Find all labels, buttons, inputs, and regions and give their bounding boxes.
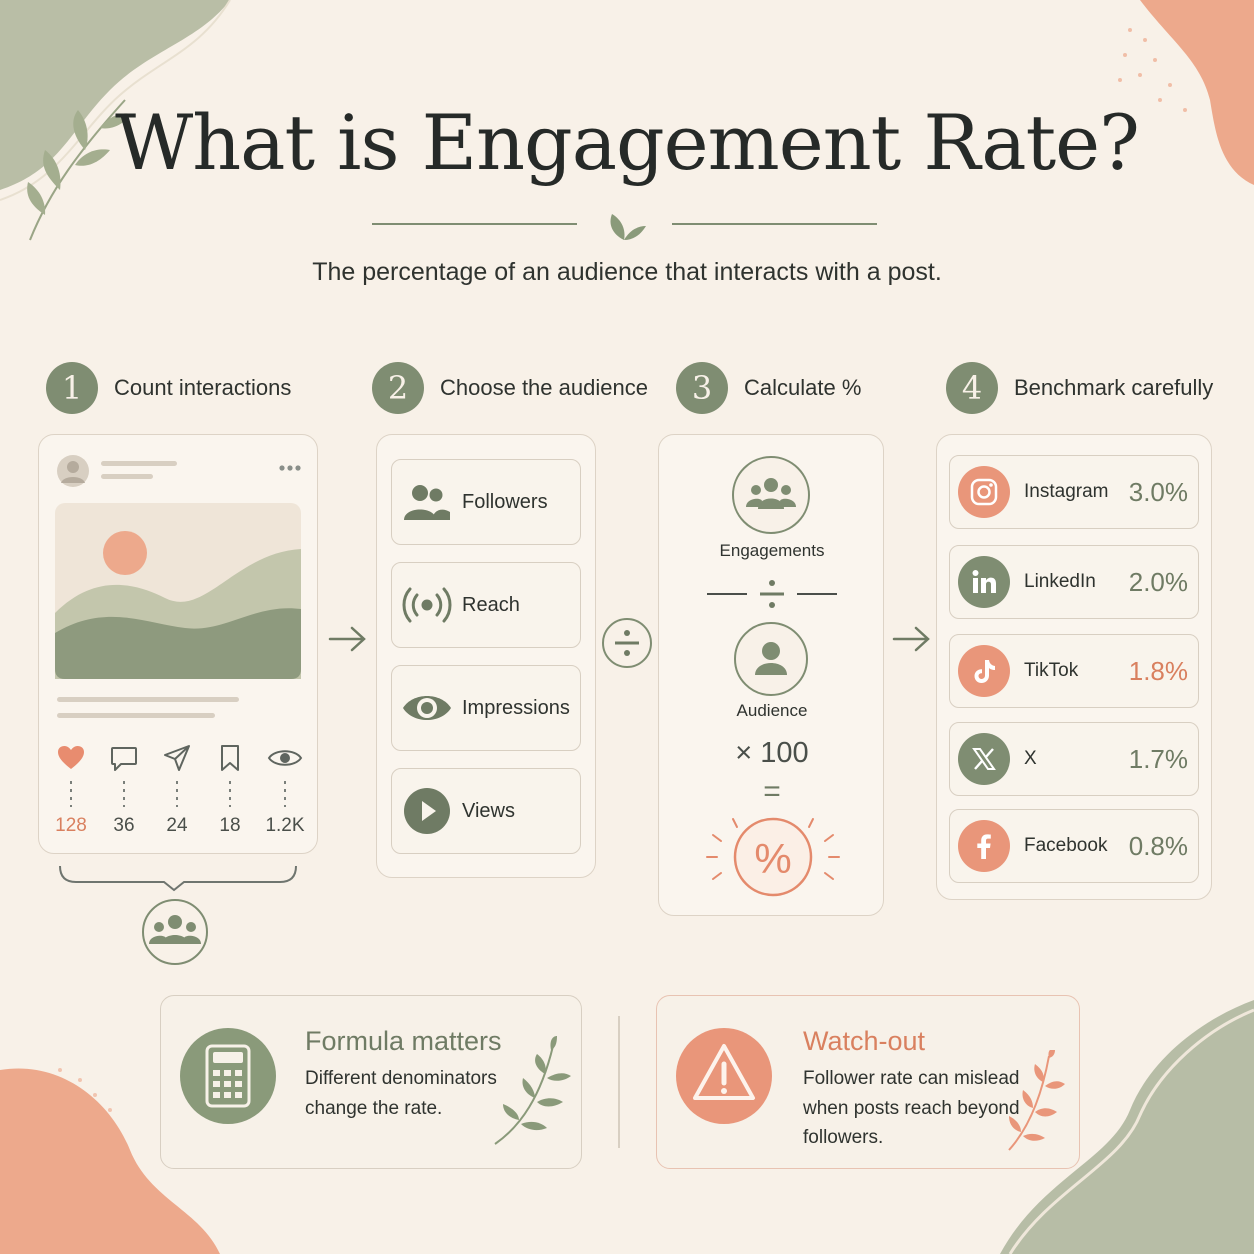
benchmark-platform: LinkedIn	[1024, 571, 1096, 592]
audience-option-label: Views	[462, 799, 515, 822]
post-caption-line	[57, 713, 215, 718]
leaf-sprig-icon	[494, 1036, 571, 1145]
title-divider	[372, 214, 877, 240]
multiplier-label: × 100	[735, 737, 809, 769]
facebook-icon	[958, 820, 1010, 872]
step-3-title: Calculate %	[744, 375, 862, 400]
note-text-line: Different denominators	[305, 1068, 497, 1089]
heart-icon[interactable]	[56, 743, 86, 773]
benchmark-row-tiktok[interactable]: TikTok 1.8%	[949, 634, 1199, 708]
interactions-bracket	[59, 865, 297, 965]
stat-saves-count: 18	[219, 815, 241, 836]
result-burst	[706, 817, 840, 897]
equals-sign: =	[763, 775, 781, 808]
audience-option-impressions[interactable]: Impressions	[391, 665, 581, 751]
comment-icon[interactable]	[109, 743, 139, 773]
benchmark-value: 3.0%	[1128, 476, 1188, 507]
audience-option-label: Reach	[462, 593, 520, 616]
benchmark-platform: Instagram	[1024, 481, 1109, 502]
page-subtitle: The percentage of an audience that inter…	[312, 258, 942, 286]
benchmark-platform: TikTok	[1024, 660, 1079, 681]
stat-views-count: 1.2K	[265, 815, 305, 836]
decor-blob-top-right	[1118, 0, 1254, 185]
note-text-line: change the rate.	[305, 1098, 443, 1119]
post-image	[55, 503, 301, 679]
benchmark-platform: X	[1024, 748, 1037, 769]
benchmark-row-linkedin[interactable]: LinkedIn 2.0%	[949, 545, 1199, 619]
result-percent: %	[754, 835, 792, 882]
audience-option-label: Impressions	[462, 696, 570, 719]
step-1-number: 1	[46, 362, 98, 414]
eye-icon[interactable]	[267, 743, 303, 773]
benchmark-value: 1.7%	[1128, 743, 1188, 774]
benchmark-value: 1.8%	[1128, 655, 1188, 686]
audience-icon	[734, 622, 808, 696]
step-2-title: Choose the audience	[440, 375, 648, 400]
stat-comments-count: 36	[113, 815, 135, 836]
calculator-icon	[180, 1028, 276, 1124]
instagram-icon	[958, 466, 1010, 518]
warning-icon	[676, 1028, 772, 1124]
note-text-line: Follower rate can mislead	[803, 1068, 1020, 1089]
notes-divider	[618, 1016, 620, 1148]
engagements-icon	[732, 456, 810, 534]
tiktok-icon	[958, 645, 1010, 697]
note-watch-out: Watch-out Follower rate can mislead when…	[656, 995, 1080, 1169]
share-icon[interactable]	[162, 743, 192, 773]
leaf-sprig-icon	[1008, 1050, 1065, 1151]
stat-shares-count: 24	[166, 815, 188, 836]
step-4-title: Benchmark carefully	[1014, 375, 1214, 400]
post-header	[57, 455, 301, 487]
x-icon	[958, 733, 1010, 785]
audience-option-followers[interactable]: Followers	[391, 459, 581, 545]
audience-card: Followers Reach Impressions	[376, 434, 596, 878]
arrow-right-icon	[328, 626, 366, 652]
benchmark-card: Instagram 3.0% LinkedIn 2.0% TikTok 1.8%	[936, 434, 1212, 900]
step-2-number: 2	[372, 362, 424, 414]
page-title: What is Engagement Rate?	[115, 98, 1140, 187]
play-icon	[404, 788, 450, 834]
step-3-number: 3	[676, 362, 728, 414]
step-1-title: Count interactions	[114, 375, 292, 400]
bookmark-icon[interactable]	[215, 743, 245, 773]
divide-circle-icon	[602, 618, 652, 668]
benchmark-row-facebook[interactable]: Facebook 0.8%	[949, 809, 1199, 883]
step-2-header: 2 Choose the audience	[372, 362, 648, 414]
decor-blob-bottom-right	[1000, 1000, 1254, 1254]
fraction-divider	[707, 580, 837, 608]
audience-option-reach[interactable]: Reach	[391, 562, 581, 648]
eye-icon	[403, 696, 451, 720]
numerator-label: Engagements	[719, 541, 825, 560]
post-caption-line	[57, 697, 239, 702]
benchmark-value: 2.0%	[1128, 566, 1188, 597]
people-icon	[404, 485, 450, 520]
calculation-card: Engagements Audience × 100 = %	[658, 434, 884, 916]
linkedin-icon	[958, 556, 1010, 608]
step-4-number: 4	[946, 362, 998, 414]
decor-blob-bottom-left	[0, 1068, 220, 1254]
step-4-header: 4 Benchmark carefully	[946, 362, 1213, 414]
note-title: Formula matters	[305, 1026, 502, 1056]
benchmark-value: 0.8%	[1128, 830, 1188, 861]
note-formula-matters: Formula matters Different denominators c…	[160, 995, 582, 1169]
post-card: 128 36 24 18 1.2K	[38, 434, 318, 854]
audience-option-label: Followers	[462, 490, 548, 513]
broadcast-icon	[402, 587, 452, 623]
note-text-line: when posts reach beyond	[803, 1098, 1020, 1119]
note-title: Watch-out	[803, 1026, 926, 1056]
step-3-header: 3 Calculate %	[676, 362, 861, 414]
note-text-line: followers.	[803, 1127, 884, 1148]
benchmark-row-x[interactable]: X 1.7%	[949, 722, 1199, 796]
arrow-right-icon	[892, 626, 930, 652]
stat-connectors	[70, 781, 286, 807]
audience-option-views[interactable]: Views	[391, 768, 581, 854]
denominator-label: Audience	[736, 701, 808, 720]
decor-blob-top-left	[0, 0, 231, 241]
benchmark-row-instagram[interactable]: Instagram 3.0%	[949, 455, 1199, 529]
benchmark-platform: Facebook	[1024, 835, 1108, 856]
stat-likes-count: 128	[55, 815, 87, 836]
step-1-header: 1 Count interactions	[46, 362, 291, 414]
